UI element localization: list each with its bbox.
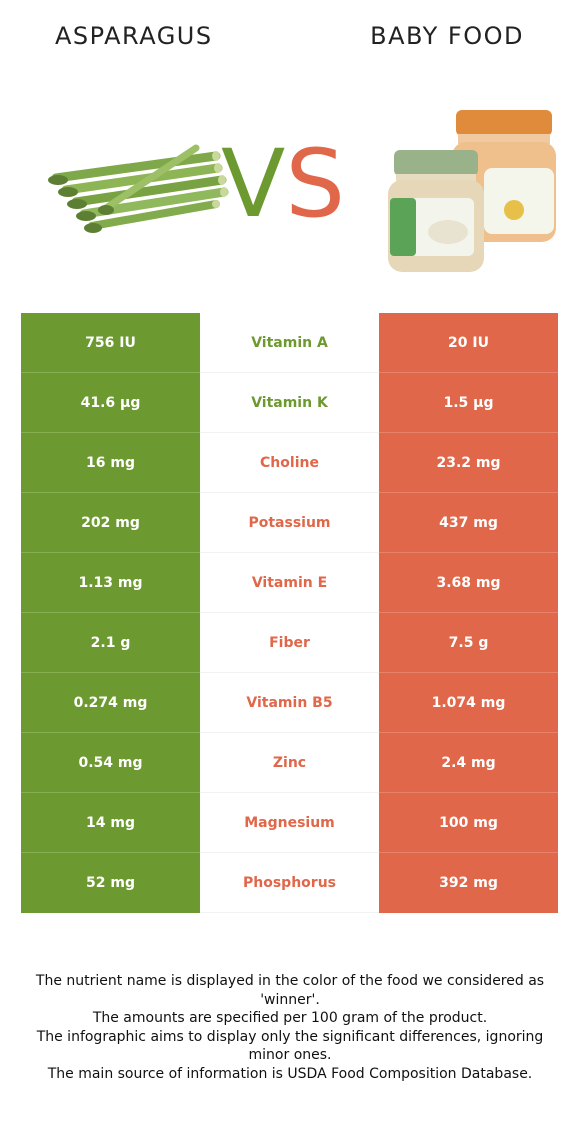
nutrient-name-cell: Phosphorus — [200, 853, 379, 913]
table-row: 2.1 g Fiber 7.5 g — [21, 613, 558, 673]
left-value-cell: 756 IU — [21, 313, 200, 373]
nutrient-name-cell: Magnesium — [200, 793, 379, 853]
table-row: 0.274 mg Vitamin B5 1.074 mg — [21, 673, 558, 733]
right-value-cell: 1.5 µg — [379, 373, 558, 433]
left-value-cell: 0.54 mg — [21, 733, 200, 793]
comparison-table: 756 IU Vitamin A 20 IU 41.6 µg Vitamin K 1.5 … — [21, 313, 558, 913]
vs-v: V — [221, 130, 286, 239]
nutrient-name-cell: Vitamin K — [200, 373, 379, 433]
nutrient-name-cell: Potassium — [200, 493, 379, 553]
vs-label: VS — [221, 133, 345, 237]
right-value-cell: 100 mg — [379, 793, 558, 853]
table-row: 16 mg Choline 23.2 mg — [21, 433, 558, 493]
right-value-cell: 20 IU — [379, 313, 558, 373]
left-value-cell: 2.1 g — [21, 613, 200, 673]
vs-s: S — [285, 130, 345, 239]
nutrient-name-cell: Vitamin B5 — [200, 673, 379, 733]
left-value-cell: 14 mg — [21, 793, 200, 853]
nutrient-name-cell: Choline — [200, 433, 379, 493]
table-row: 0.54 mg Zinc 2.4 mg — [21, 733, 558, 793]
left-value-cell: 16 mg — [21, 433, 200, 493]
table-row: 1.13 mg Vitamin E 3.68 mg — [21, 553, 558, 613]
table-row: 756 IU Vitamin A 20 IU — [21, 313, 558, 373]
baby-food-image — [388, 110, 556, 272]
nutrient-name-cell: Vitamin E — [200, 553, 379, 613]
footnote-line: The nutrient name is displayed in the co… — [35, 973, 545, 1008]
right-value-cell: 7.5 g — [379, 613, 558, 673]
right-value-cell: 2.4 mg — [379, 733, 558, 793]
footnote-line: The amounts are specified per 100 gram o… — [92, 1010, 488, 1026]
right-value-cell: 392 mg — [379, 853, 558, 913]
right-value-cell: 1.074 mg — [379, 673, 558, 733]
left-value-cell: 202 mg — [21, 493, 200, 553]
left-value-cell: 52 mg — [21, 853, 200, 913]
table-row: 52 mg Phosphorus 392 mg — [21, 853, 558, 913]
nutrient-name-cell: Zinc — [200, 733, 379, 793]
right-food-title: BABY FOOD — [370, 22, 524, 50]
right-value-cell: 3.68 mg — [379, 553, 558, 613]
table-row: 14 mg Magnesium 100 mg — [21, 793, 558, 853]
left-value-cell: 41.6 µg — [21, 373, 200, 433]
nutrient-name-cell: Vitamin A — [200, 313, 379, 373]
footnote-line: The infographic aims to display only the… — [36, 1028, 544, 1064]
footnote: The nutrient name is displayed in the co… — [18, 972, 562, 1083]
table-row: 202 mg Potassium 437 mg — [21, 493, 558, 553]
table-row: 41.6 µg Vitamin K 1.5 µg — [21, 373, 558, 433]
footnote-line: The main source of information is USDA F… — [47, 1065, 533, 1082]
right-value-cell: 23.2 mg — [379, 433, 558, 493]
nutrient-name-cell: Fiber — [200, 613, 379, 673]
right-value-cell: 437 mg — [379, 493, 558, 553]
asparagus-image — [48, 144, 229, 233]
left-value-cell: 1.13 mg — [21, 553, 200, 613]
left-food-title: ASPARAGUS — [55, 22, 213, 50]
left-value-cell: 0.274 mg — [21, 673, 200, 733]
